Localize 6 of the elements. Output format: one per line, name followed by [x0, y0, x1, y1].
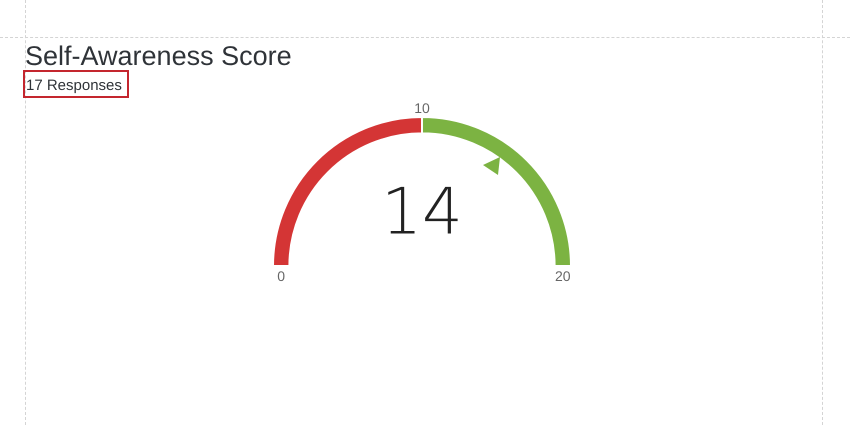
text: 14: [381, 175, 463, 250]
text: 10: [414, 100, 430, 116]
text: 17 Responses: [26, 76, 122, 96]
chart-title: Self-Awareness Score: [25, 40, 292, 72]
text: 0: [277, 268, 286, 284]
text: 20: [555, 268, 571, 284]
